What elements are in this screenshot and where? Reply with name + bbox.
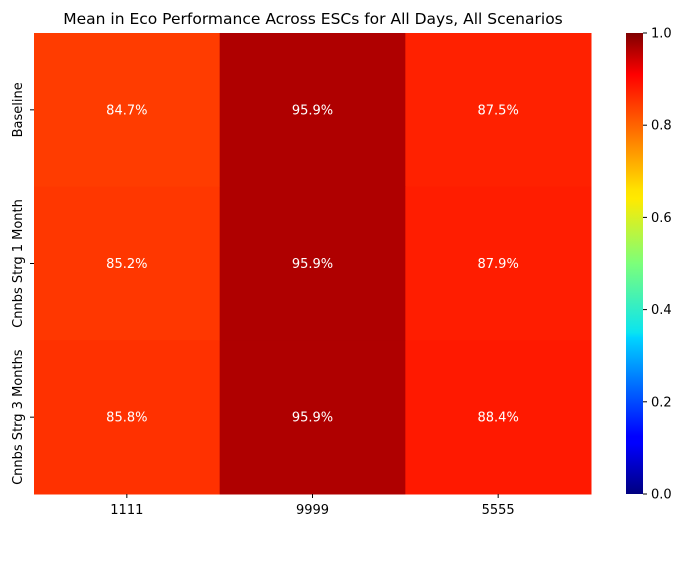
y-tick-label: Cnnbs Strg 1 Month	[11, 199, 26, 328]
cell-value-label: 87.9%	[478, 257, 519, 272]
cell-value-label: 84.7%	[106, 103, 147, 118]
cell-value-label: 88.4%	[478, 411, 519, 426]
colorbar-ticks: 0.0 0.2 0.4 0.6 0.8 1.0	[643, 27, 672, 503]
x-tick-label: 9999	[296, 503, 329, 518]
chart-title: Mean in Eco Performance Across ESCs for …	[63, 10, 563, 28]
colorbar-tick-label: 0.6	[651, 211, 672, 226]
heatmap-cell	[405, 186, 592, 341]
heatmap-cell	[34, 33, 221, 188]
heatmap-cell	[405, 340, 592, 495]
cell-value-label: 85.2%	[106, 257, 147, 272]
heatmap-cell	[34, 186, 221, 341]
y-tick-label: Baseline	[11, 82, 26, 137]
cell-value-label: 95.9%	[292, 103, 333, 118]
heatmap-cell	[34, 340, 221, 495]
colorbar	[626, 33, 643, 494]
heatmap-cell	[219, 186, 406, 341]
colorbar-tick-label: 1.0	[651, 27, 672, 42]
heatmap-cell-labels: 84.7% 95.9% 87.5% 85.2% 95.9% 87.9% 85.8% 95.9%…	[106, 103, 519, 425]
y-tick-label: Cnnbs Strg 3 Months	[11, 349, 26, 485]
cell-value-label: 95.9%	[292, 411, 333, 426]
y-axis-ticks: Baseline Cnnbs Strg 1 Month Cnnbs Strg 3 M…	[11, 82, 34, 485]
colorbar-tick-label: 0.0	[651, 488, 672, 503]
x-tick-label: 5555	[482, 503, 515, 518]
heatmap-cell	[219, 33, 406, 188]
heatmap-cell	[405, 33, 592, 188]
colorbar-tick-label: 0.2	[651, 395, 672, 410]
colorbar-tick-label: 0.8	[651, 119, 672, 134]
colorbar-tick-label: 0.4	[651, 303, 672, 318]
heatmap-cell	[219, 340, 406, 495]
cell-value-label: 95.9%	[292, 257, 333, 272]
cell-value-label: 87.5%	[478, 103, 519, 118]
heatmap-cells	[34, 33, 592, 495]
x-tick-label: 1111	[110, 503, 143, 518]
cell-value-label: 85.8%	[106, 411, 147, 426]
x-axis-ticks: 1111 9999 5555	[110, 494, 515, 518]
